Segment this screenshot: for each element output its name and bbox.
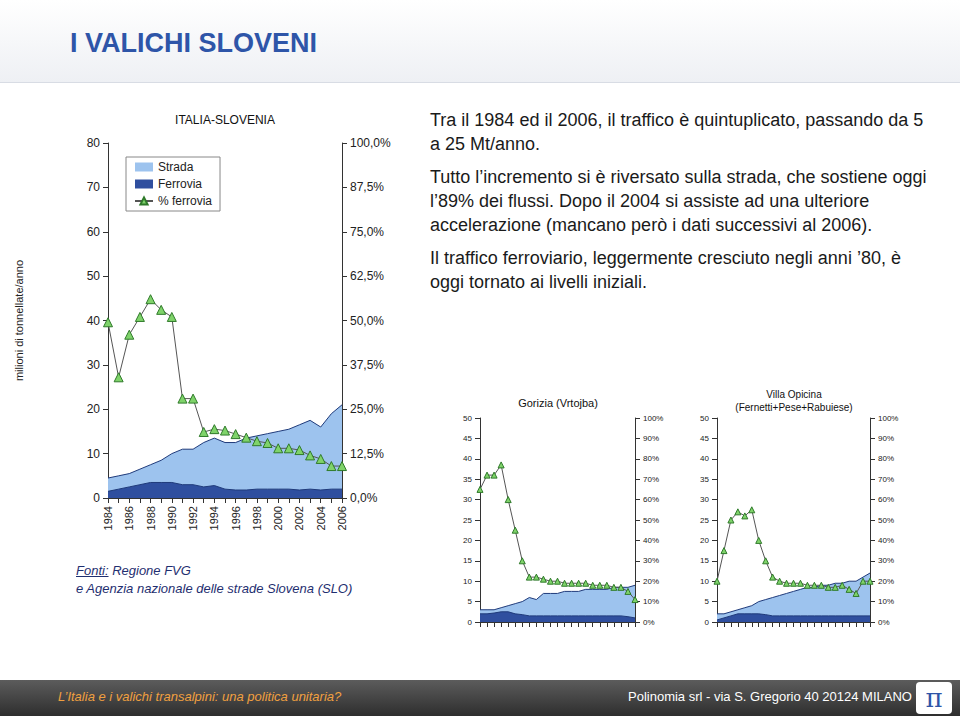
svg-text:2004: 2004 bbox=[315, 506, 327, 530]
svg-text:30: 30 bbox=[463, 495, 472, 504]
svg-text:1988: 1988 bbox=[145, 506, 157, 530]
svg-text:0: 0 bbox=[705, 618, 710, 627]
svg-text:25: 25 bbox=[463, 516, 472, 525]
svg-text:35: 35 bbox=[463, 475, 472, 484]
svg-text:1984: 1984 bbox=[102, 506, 114, 530]
svg-text:1986: 1986 bbox=[123, 506, 135, 530]
svg-text:20%: 20% bbox=[643, 577, 659, 586]
svg-text:50%: 50% bbox=[643, 516, 659, 525]
svg-text:Ferrovia: Ferrovia bbox=[158, 177, 202, 191]
html-text:Polinomia srl - via S. Gregori: Polinomia srl - via S. Gregorio 40 20124… bbox=[628, 689, 912, 704]
svg-text:5: 5 bbox=[468, 597, 473, 606]
svg-text:20%: 20% bbox=[878, 577, 894, 586]
svg-text:1998: 1998 bbox=[251, 506, 263, 530]
svg-text:50,0%: 50,0% bbox=[350, 314, 384, 328]
svg-text:70: 70 bbox=[87, 180, 101, 194]
svg-text:15: 15 bbox=[463, 556, 472, 565]
svg-text:15: 15 bbox=[700, 556, 709, 565]
svg-text:60: 60 bbox=[87, 225, 101, 239]
svg-text:1996: 1996 bbox=[230, 506, 242, 530]
svg-text:30: 30 bbox=[700, 495, 709, 504]
svg-text:90%: 90% bbox=[878, 434, 894, 443]
svg-text:30: 30 bbox=[87, 358, 101, 372]
svg-text:0%: 0% bbox=[878, 618, 890, 627]
svg-text:60%: 60% bbox=[643, 495, 659, 504]
svg-text:2006: 2006 bbox=[336, 506, 348, 530]
svg-text:50: 50 bbox=[87, 269, 101, 283]
svg-text:80%: 80% bbox=[878, 454, 894, 463]
svg-text:25: 25 bbox=[700, 516, 709, 525]
svg-text:100%: 100% bbox=[878, 414, 898, 423]
svg-text:10: 10 bbox=[463, 577, 472, 586]
svg-text:70%: 70% bbox=[643, 475, 659, 484]
svg-text:100,0%: 100,0% bbox=[350, 136, 391, 150]
html-text:π: π bbox=[925, 683, 943, 713]
svg-text:20: 20 bbox=[700, 536, 709, 545]
svg-text:10: 10 bbox=[87, 447, 101, 461]
svg-text:90%: 90% bbox=[643, 434, 659, 443]
svg-text:ITALIA-SLOVENIA: ITALIA-SLOVENIA bbox=[175, 113, 275, 127]
svg-text:35: 35 bbox=[700, 475, 709, 484]
svg-text:80%: 80% bbox=[643, 454, 659, 463]
svg-text:40%: 40% bbox=[878, 536, 894, 545]
svg-text:45: 45 bbox=[700, 434, 709, 443]
svg-text:20: 20 bbox=[87, 402, 101, 416]
html-text:L’Italia e i valichi transalpi: L’Italia e i valichi transalpini: una po… bbox=[58, 689, 342, 704]
svg-text:25,0%: 25,0% bbox=[350, 402, 384, 416]
svg-text:30%: 30% bbox=[643, 556, 659, 565]
svg-text:10: 10 bbox=[700, 577, 709, 586]
svg-text:87,5%: 87,5% bbox=[350, 180, 384, 194]
svg-text:50: 50 bbox=[463, 414, 472, 423]
svg-text:40%: 40% bbox=[643, 536, 659, 545]
svg-text:0,0%: 0,0% bbox=[350, 491, 378, 505]
svg-text:100%: 100% bbox=[643, 414, 663, 423]
svg-text:0: 0 bbox=[468, 618, 473, 627]
svg-text:2002: 2002 bbox=[293, 506, 305, 530]
svg-text:20: 20 bbox=[463, 536, 472, 545]
html-text:Tra il 1984 ed il 2006, il tra: Tra il 1984 ed il 2006, il traffico è qu… bbox=[430, 110, 924, 154]
svg-text:% ferrovia: % ferrovia bbox=[158, 194, 212, 208]
svg-text:0%: 0% bbox=[643, 618, 655, 627]
svg-text:milioni di tonnellate/anno: milioni di tonnellate/anno bbox=[13, 260, 25, 381]
svg-text:Gorizia (Vrtojba): Gorizia (Vrtojba) bbox=[518, 397, 598, 409]
svg-text:40: 40 bbox=[463, 454, 472, 463]
svg-text:70%: 70% bbox=[878, 475, 894, 484]
html-text:I VALICHI SLOVENI: I VALICHI SLOVENI bbox=[70, 28, 317, 58]
svg-text:30%: 30% bbox=[878, 556, 894, 565]
svg-text:37,5%: 37,5% bbox=[350, 358, 384, 372]
svg-text:75,0%: 75,0% bbox=[350, 225, 384, 239]
svg-text:Villa Opicina: Villa Opicina bbox=[766, 389, 822, 400]
svg-text:50: 50 bbox=[700, 414, 709, 423]
svg-text:40: 40 bbox=[87, 314, 101, 328]
svg-text:10%: 10% bbox=[878, 597, 894, 606]
svg-text:1994: 1994 bbox=[208, 506, 220, 530]
svg-text:2000: 2000 bbox=[272, 506, 284, 530]
html-text:e Agenzia nazionale delle stra: e Agenzia nazionale delle strade Slovena… bbox=[76, 581, 353, 596]
html-text:Fonti: Regione FVG: Fonti: Regione FVG bbox=[76, 563, 191, 578]
svg-text:50%: 50% bbox=[878, 516, 894, 525]
svg-text:12,5%: 12,5% bbox=[350, 447, 384, 461]
svg-text:5: 5 bbox=[705, 597, 710, 606]
svg-text:40: 40 bbox=[700, 454, 709, 463]
svg-text:Strada: Strada bbox=[158, 160, 194, 174]
svg-text:1992: 1992 bbox=[187, 506, 199, 530]
svg-text:0: 0 bbox=[93, 491, 100, 505]
svg-text:80: 80 bbox=[87, 136, 101, 150]
svg-text:10%: 10% bbox=[643, 597, 659, 606]
svg-text:62,5%: 62,5% bbox=[350, 269, 384, 283]
svg-text:45: 45 bbox=[463, 434, 472, 443]
html-text:Tutto l’incremento si è rivers: Tutto l’incremento si è riversato sulla … bbox=[430, 167, 927, 235]
svg-text:(Fernetti+Pese+Rabuiese): (Fernetti+Pese+Rabuiese) bbox=[735, 402, 852, 413]
svg-text:1990: 1990 bbox=[166, 506, 178, 530]
html-text:Il traffico ferroviario, legge: Il traffico ferroviario, leggermente cre… bbox=[430, 248, 901, 292]
svg-text:60%: 60% bbox=[878, 495, 894, 504]
